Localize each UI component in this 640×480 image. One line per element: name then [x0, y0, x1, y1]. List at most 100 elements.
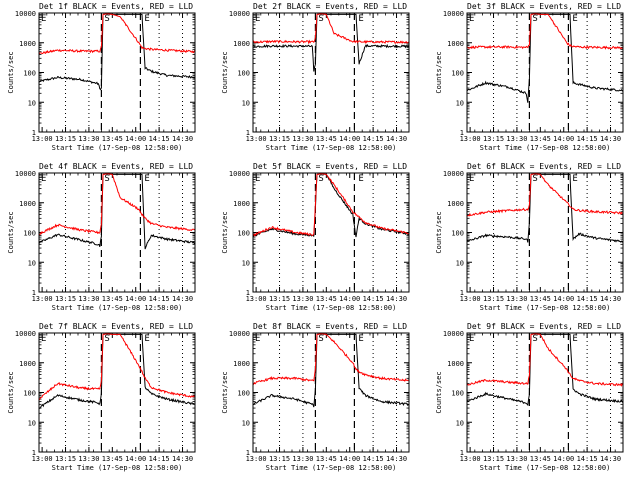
y-axis-label: Counts/sec	[7, 371, 15, 413]
interval-marker: E	[255, 174, 260, 184]
y-tick-label: 10000	[229, 170, 250, 178]
y-tick-label: 10000	[15, 170, 36, 178]
interval-marker: E	[572, 14, 577, 24]
x-tick-label: 13:30	[506, 135, 527, 143]
x-tick-label: 13:15	[55, 455, 76, 463]
plot-frame	[252, 332, 410, 453]
interval-marker: E	[41, 14, 46, 24]
x-tick-label: 13:30	[78, 455, 99, 463]
y-tick-label: 10	[456, 419, 464, 427]
x-tick-label: 13:30	[292, 135, 313, 143]
x-axis-label: Start Time (17-Sep-08 12:58:00)	[480, 464, 611, 472]
y-tick-label: 1	[32, 289, 36, 297]
y-tick-label: 1000	[447, 40, 464, 48]
chart-panel-7: Det 7f BLACK = Events, RED = LLD 1 10 100 10…	[7, 322, 196, 472]
y-tick-label: 1000	[19, 40, 36, 48]
x-tick-label: 14:00	[553, 135, 574, 143]
chart-panel-2: Det 2f BLACK = Events, RED = LLD 1 10 100 10…	[221, 2, 410, 152]
x-tick-label: 13:15	[269, 295, 290, 303]
interval-marker: E	[469, 174, 474, 184]
x-tick-label: 14:00	[339, 295, 360, 303]
interval-marker: S	[318, 14, 323, 24]
plot-frame	[38, 12, 196, 133]
chart-title: Det 4f BLACK = Events, RED = LLD	[39, 162, 193, 171]
x-tick-label: 13:30	[78, 135, 99, 143]
chart-panel-4: Det 4f BLACK = Events, RED = LLD 1 10 100 10…	[7, 162, 196, 312]
plot-frame	[38, 332, 196, 453]
x-tick-label: 14:30	[600, 295, 621, 303]
events-series-line	[467, 173, 623, 243]
y-tick-label: 10000	[229, 10, 250, 18]
x-tick-label: 13:15	[483, 295, 504, 303]
x-tick-label: 13:30	[506, 455, 527, 463]
y-tick-label: 10000	[229, 330, 250, 338]
chart-title: Det 9f BLACK = Events, RED = LLD	[467, 322, 621, 331]
y-axis-label: Counts/sec	[435, 211, 443, 253]
chart-panel-5: Det 5f BLACK = Events, RED = LLD 1 10 100 10…	[221, 162, 410, 312]
events-series-line	[253, 173, 409, 238]
interval-marker: S	[318, 334, 323, 344]
x-tick-label: 14:00	[125, 135, 146, 143]
x-tick-label: 14:00	[125, 295, 146, 303]
y-tick-label: 1	[32, 129, 36, 137]
x-tick-label: 14:15	[149, 295, 170, 303]
x-tick-label: 14:15	[363, 455, 384, 463]
x-axis-label: Start Time (17-Sep-08 12:58:00)	[266, 464, 397, 472]
x-axis-label: Start Time (17-Sep-08 12:58:00)	[480, 144, 611, 152]
y-tick-label: 1	[246, 129, 250, 137]
x-tick-label: 14:00	[339, 135, 360, 143]
lld-series-line	[39, 13, 195, 55]
interval-marker: E	[41, 334, 46, 344]
y-tick-label: 10	[242, 259, 250, 267]
lld-series-line	[39, 173, 195, 236]
chart-title: Det 8f BLACK = Events, RED = LLD	[253, 322, 407, 331]
events-series-line	[39, 333, 195, 409]
y-axis-label: Counts/sec	[7, 211, 15, 253]
x-tick-label: 13:15	[55, 135, 76, 143]
x-axis-label: Start Time (17-Sep-08 12:58:00)	[480, 304, 611, 312]
interval-marker: E	[469, 14, 474, 24]
y-tick-label: 100	[451, 390, 464, 398]
events-series-line	[467, 13, 623, 103]
lld-series-line	[467, 13, 623, 50]
plot-frame	[466, 172, 624, 293]
x-tick-label: 13:00	[246, 135, 267, 143]
x-tick-label: 13:45	[102, 135, 123, 143]
x-tick-label: 13:30	[292, 295, 313, 303]
lld-series-line	[253, 173, 409, 237]
chart-panel-9: Det 9f BLACK = Events, RED = LLD 1 10 100 10…	[435, 322, 624, 472]
x-tick-label: 14:15	[577, 455, 598, 463]
x-tick-label: 13:45	[316, 455, 337, 463]
y-tick-label: 10000	[443, 10, 464, 18]
interval-marker: S	[532, 174, 537, 184]
interval-marker: E	[572, 174, 577, 184]
events-series-line	[253, 13, 409, 72]
y-tick-label: 10000	[443, 170, 464, 178]
interval-marker: E	[358, 334, 363, 344]
x-tick-label: 14:00	[553, 455, 574, 463]
x-tick-label: 13:45	[530, 135, 551, 143]
x-tick-label: 13:15	[269, 135, 290, 143]
x-tick-label: 14:00	[339, 455, 360, 463]
chart-panel-3: Det 3f BLACK = Events, RED = LLD 1 10 100 10…	[435, 2, 624, 152]
y-tick-label: 1000	[19, 200, 36, 208]
y-tick-label: 1000	[447, 360, 464, 368]
y-tick-label: 100	[451, 70, 464, 78]
x-tick-label: 13:00	[460, 295, 481, 303]
interval-marker: E	[255, 14, 260, 24]
x-tick-label: 14:00	[125, 455, 146, 463]
plot-frame	[466, 332, 624, 453]
y-tick-label: 10000	[15, 10, 36, 18]
x-tick-label: 13:15	[483, 135, 504, 143]
x-tick-label: 14:30	[172, 135, 193, 143]
x-axis-label: Start Time (17-Sep-08 12:58:00)	[266, 304, 397, 312]
x-tick-label: 13:30	[506, 295, 527, 303]
chart-title: Det 1f BLACK = Events, RED = LLD	[39, 2, 193, 11]
x-tick-label: 13:45	[102, 455, 123, 463]
x-tick-label: 14:30	[600, 455, 621, 463]
chart-title: Det 6f BLACK = Events, RED = LLD	[467, 162, 621, 171]
y-axis-label: Counts/sec	[435, 51, 443, 93]
x-tick-label: 13:45	[316, 295, 337, 303]
x-tick-label: 14:15	[363, 295, 384, 303]
interval-marker: S	[532, 334, 537, 344]
